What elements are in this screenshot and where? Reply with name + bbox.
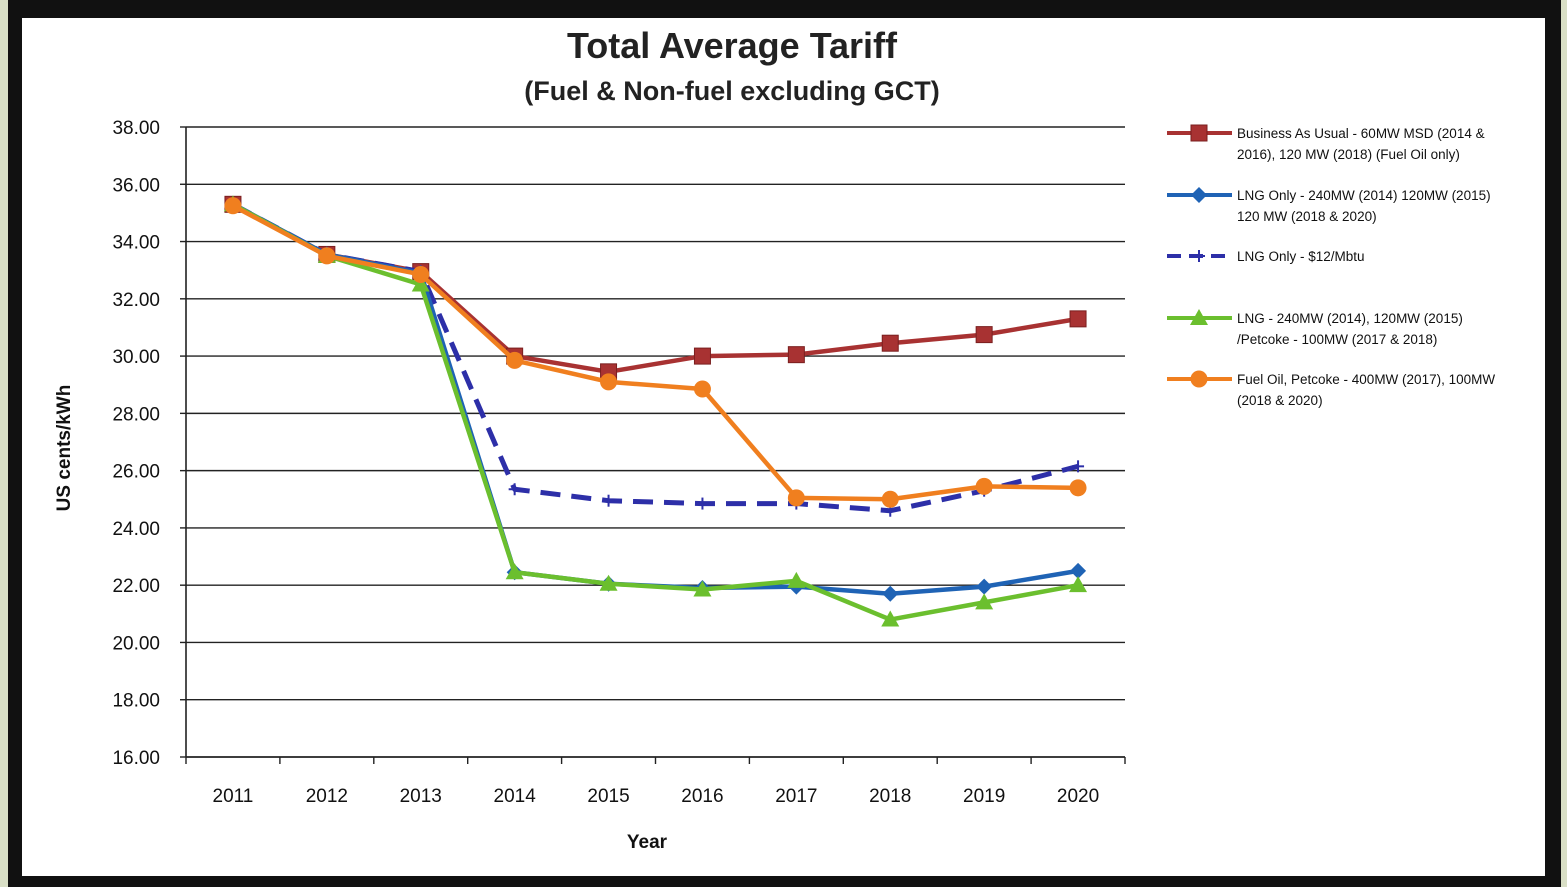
data-point <box>975 593 994 610</box>
series-2 <box>226 198 1085 517</box>
data-point <box>1072 460 1085 473</box>
y-tick-label: 36.00 <box>112 175 160 196</box>
legend-swatch-marker <box>1193 250 1205 262</box>
x-tick-label: 2011 <box>213 786 254 807</box>
y-tick-label: 34.00 <box>112 233 160 254</box>
legend-label: LNG Only - $12/Mbtu <box>1237 249 1365 264</box>
x-tick-label: 2018 <box>869 786 911 807</box>
legend-label: LNG - 240MW (2014), 120MW (2015) <box>1237 311 1463 326</box>
legend-entry-3: LNG - 240MW (2014), 120MW (2015) /Petcoke… <box>1167 309 1463 347</box>
data-point <box>1070 562 1087 579</box>
data-point <box>975 477 993 495</box>
x-tick-label: 2015 <box>587 786 629 807</box>
legend-swatch-marker <box>1190 370 1208 388</box>
data-point <box>882 585 899 602</box>
legend-entry-2: LNG Only - $12/Mbtu <box>1167 249 1365 264</box>
legend-label: Fuel Oil, Petcoke - 400MW (2017), 100MW <box>1237 372 1495 387</box>
data-point <box>505 563 524 580</box>
x-tick-label: 2014 <box>494 786 537 807</box>
legend-label: Business As Usual - 60MW MSD (2014 & <box>1237 126 1485 141</box>
series-line <box>231 202 1079 622</box>
legend-label: /Petcoke - 100MW (2017 & 2018) <box>1237 332 1437 347</box>
data-point <box>881 490 899 508</box>
legend-swatch-marker <box>1190 124 1208 142</box>
y-tick-label: 30.00 <box>112 347 160 368</box>
data-point <box>787 489 805 507</box>
gridlines <box>186 126 1125 758</box>
series-0 <box>224 195 1087 381</box>
chart-subtitle: (Fuel & Non-fuel excluding GCT) <box>524 76 939 106</box>
y-tick-label: 24.00 <box>112 519 160 540</box>
y-tick-label: 26.00 <box>112 462 160 483</box>
legend: Business As Usual - 60MW MSD (2014 & 2016… <box>1167 124 1495 408</box>
data-point <box>881 334 899 352</box>
series-line <box>231 202 1079 375</box>
series-line <box>231 202 1079 514</box>
y-tick-label: 18.00 <box>112 691 160 712</box>
y-tick-label: 20.00 <box>112 633 160 654</box>
legend-label: 2016), 120 MW (2018) (Fuel Oil only) <box>1237 147 1460 162</box>
axes: 16.00 18.00 20.00 22.00 24.00 26.00 28.00 30.00… <box>112 118 1126 807</box>
chart-panel: Total Average Tariff (Fuel & Non-fuel ex… <box>22 18 1545 876</box>
chart-title: Total Average Tariff <box>567 25 898 66</box>
data-point <box>1069 310 1087 328</box>
tariff-line-chart: Total Average Tariff (Fuel & Non-fuel ex… <box>54 25 1495 853</box>
chart-frame: Total Average Tariff (Fuel & Non-fuel ex… <box>8 0 1561 887</box>
data-point <box>881 610 900 627</box>
data-point <box>412 265 430 283</box>
data-point <box>696 497 709 510</box>
data-point <box>787 571 806 588</box>
data-point <box>787 346 805 364</box>
x-tick-label: 2013 <box>400 786 442 807</box>
legend-label: LNG Only - 240MW (2014) 120MW (2015) <box>1237 188 1491 203</box>
legend-entry-1: LNG Only - 240MW (2014) 120MW (2015) 120 … <box>1167 187 1491 224</box>
data-point <box>693 580 712 597</box>
y-tick-label: 32.00 <box>112 290 160 311</box>
data-point <box>602 494 615 507</box>
data-point <box>411 275 430 292</box>
data-point <box>318 247 336 265</box>
legend-label: 120 MW (2018 & 2020) <box>1237 209 1377 224</box>
legend-swatch-marker <box>1191 187 1207 203</box>
y-axis-label: US cents/kWh <box>54 385 75 512</box>
y-tick-label: 16.00 <box>112 748 160 769</box>
data-point <box>975 326 993 344</box>
x-tick-label: 2019 <box>963 786 1005 807</box>
x-tick-label: 2020 <box>1057 786 1099 807</box>
data-point <box>600 373 618 391</box>
x-axis-label: Year <box>627 832 668 853</box>
x-tick-label: 2017 <box>775 786 817 807</box>
series-group <box>223 195 1088 627</box>
x-tick-label: 2012 <box>306 786 348 807</box>
y-tick-label: 22.00 <box>112 576 160 597</box>
series-4 <box>224 197 1087 508</box>
legend-entry-0: Business As Usual - 60MW MSD (2014 & 2016… <box>1167 124 1485 162</box>
data-point <box>506 351 524 369</box>
legend-swatch-marker <box>1190 309 1208 325</box>
y-tick-label: 38.00 <box>112 118 160 139</box>
data-point <box>599 574 618 591</box>
series-line <box>231 203 1079 502</box>
data-point <box>693 380 711 398</box>
data-point <box>976 578 993 595</box>
data-point <box>693 347 711 365</box>
data-point <box>224 197 242 215</box>
data-point <box>1069 479 1087 497</box>
data-point <box>508 483 521 496</box>
y-tick-label: 28.00 <box>112 404 160 425</box>
data-point <box>1069 576 1088 593</box>
x-tick-label: 2016 <box>681 786 723 807</box>
legend-entry-4: Fuel Oil, Petcoke - 400MW (2017), 100MW (… <box>1167 370 1495 408</box>
legend-label: (2018 & 2020) <box>1237 393 1323 408</box>
